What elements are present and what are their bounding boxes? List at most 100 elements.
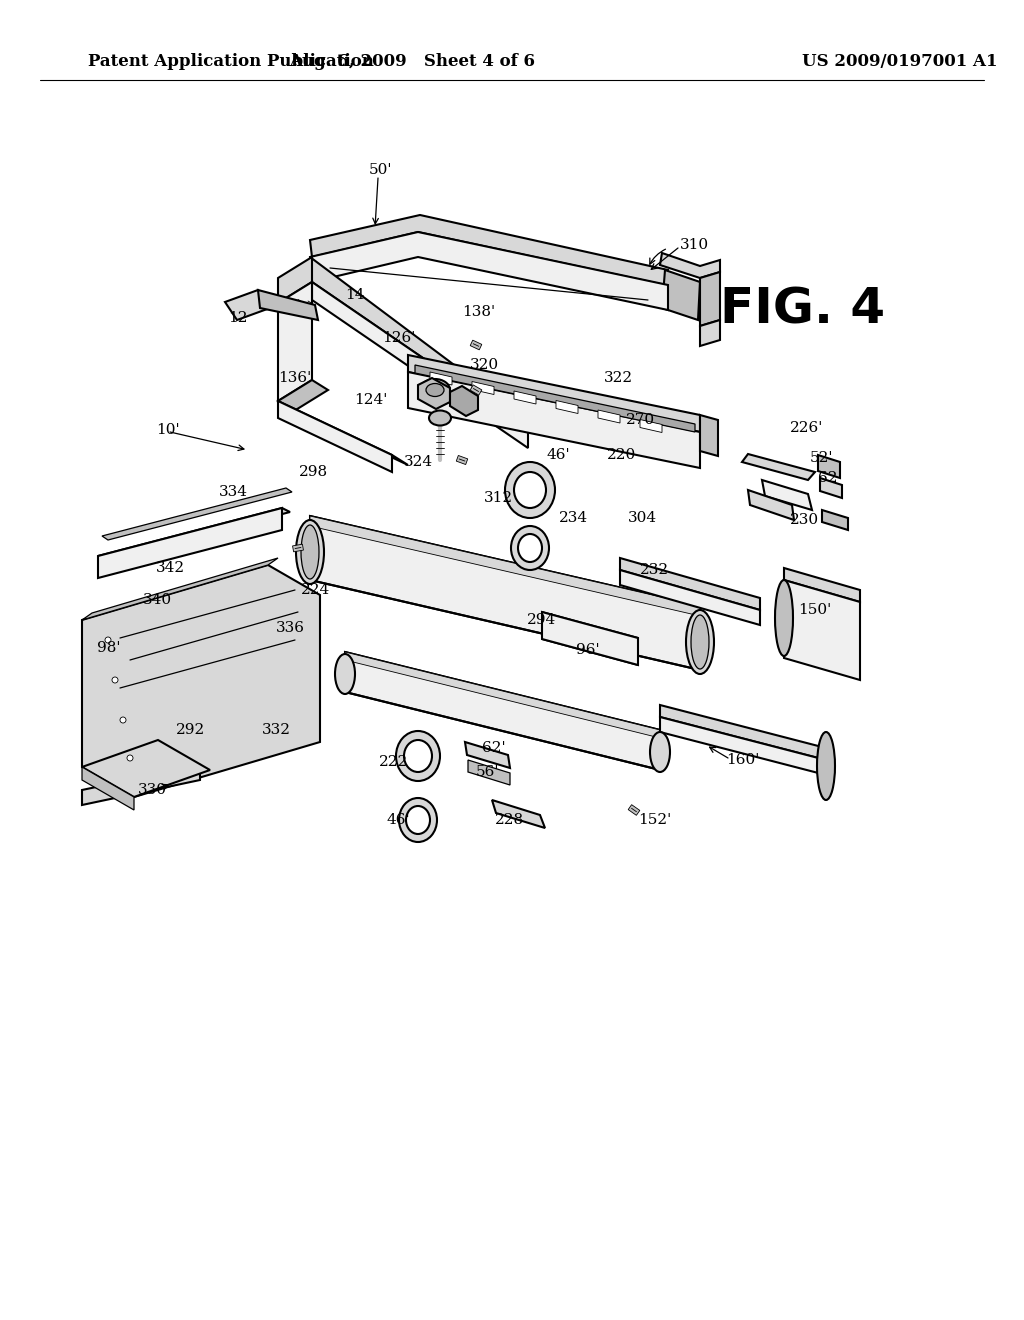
Polygon shape (660, 705, 826, 760)
Text: 10': 10' (157, 422, 180, 437)
Ellipse shape (514, 473, 546, 508)
Text: 150': 150' (798, 603, 831, 616)
Polygon shape (310, 516, 700, 616)
Ellipse shape (429, 411, 451, 425)
Polygon shape (620, 570, 760, 624)
Polygon shape (660, 253, 720, 279)
Polygon shape (82, 558, 278, 620)
Ellipse shape (420, 379, 450, 401)
Text: 96': 96' (575, 643, 600, 657)
Polygon shape (660, 717, 826, 775)
Polygon shape (700, 272, 720, 326)
Polygon shape (430, 372, 452, 385)
Polygon shape (662, 271, 700, 319)
Polygon shape (258, 290, 318, 319)
Polygon shape (82, 565, 319, 797)
Text: 50': 50' (369, 162, 392, 177)
Polygon shape (640, 420, 662, 433)
Text: Aug. 6, 2009   Sheet 4 of 6: Aug. 6, 2009 Sheet 4 of 6 (289, 54, 535, 70)
Text: 336: 336 (276, 620, 305, 635)
Text: 324: 324 (404, 455, 433, 469)
Polygon shape (408, 355, 700, 432)
Text: US 2009/0197001 A1: US 2009/0197001 A1 (802, 54, 997, 70)
Polygon shape (748, 490, 794, 520)
Polygon shape (784, 579, 860, 680)
Text: 14: 14 (345, 288, 365, 302)
Polygon shape (310, 232, 668, 310)
Text: 228: 228 (496, 813, 524, 828)
Text: 62': 62' (818, 471, 842, 484)
Polygon shape (457, 455, 468, 465)
Polygon shape (98, 508, 290, 560)
Ellipse shape (112, 677, 118, 682)
Ellipse shape (511, 525, 549, 570)
Text: 330: 330 (137, 783, 167, 797)
Ellipse shape (127, 755, 133, 762)
Ellipse shape (396, 731, 440, 781)
Polygon shape (784, 568, 860, 602)
Polygon shape (310, 215, 668, 285)
Text: 222: 222 (379, 755, 408, 770)
Text: 226': 226' (790, 421, 823, 436)
Text: 340: 340 (143, 593, 172, 607)
Text: 270: 270 (626, 413, 655, 426)
Text: 12: 12 (228, 312, 248, 325)
Text: 126': 126' (382, 331, 415, 345)
Polygon shape (818, 455, 840, 478)
Polygon shape (310, 257, 528, 430)
Polygon shape (82, 767, 134, 810)
Text: 52': 52' (810, 451, 834, 465)
Polygon shape (450, 385, 478, 416)
Polygon shape (542, 612, 638, 665)
Polygon shape (278, 257, 312, 304)
Text: 234: 234 (559, 511, 588, 525)
Text: 332: 332 (262, 723, 291, 737)
Polygon shape (278, 282, 312, 401)
Polygon shape (742, 454, 815, 480)
Text: 136': 136' (279, 371, 311, 385)
Text: 124': 124' (354, 393, 388, 407)
Ellipse shape (518, 535, 542, 562)
Text: 138': 138' (462, 305, 496, 319)
Ellipse shape (691, 615, 709, 669)
Polygon shape (556, 400, 578, 413)
Text: 46': 46' (386, 813, 410, 828)
Text: 98': 98' (96, 642, 120, 655)
Polygon shape (492, 800, 545, 828)
Polygon shape (98, 508, 282, 578)
Ellipse shape (406, 807, 430, 834)
Ellipse shape (650, 733, 670, 772)
Polygon shape (598, 411, 620, 422)
Polygon shape (418, 378, 450, 409)
Text: 298: 298 (299, 465, 328, 479)
Polygon shape (470, 385, 482, 395)
Polygon shape (822, 510, 848, 531)
Ellipse shape (505, 462, 555, 517)
Ellipse shape (426, 384, 444, 396)
Polygon shape (345, 652, 660, 770)
Text: 230: 230 (790, 513, 819, 527)
Polygon shape (514, 391, 536, 404)
Text: 224: 224 (301, 583, 330, 597)
Text: 320: 320 (470, 358, 499, 372)
Text: 62': 62' (482, 741, 506, 755)
Polygon shape (620, 558, 760, 610)
Polygon shape (312, 282, 528, 447)
Polygon shape (470, 341, 482, 350)
Polygon shape (408, 372, 700, 469)
Polygon shape (278, 401, 392, 473)
Ellipse shape (296, 520, 324, 583)
Text: 160': 160' (726, 752, 760, 767)
Text: Patent Application Publication: Patent Application Publication (88, 54, 374, 70)
Polygon shape (345, 652, 660, 738)
Ellipse shape (399, 799, 437, 842)
Text: 334: 334 (219, 484, 248, 499)
Text: 292: 292 (176, 723, 205, 737)
Ellipse shape (120, 717, 126, 723)
Ellipse shape (404, 741, 432, 772)
Polygon shape (472, 381, 494, 395)
Text: 304: 304 (628, 511, 657, 525)
Polygon shape (225, 290, 270, 319)
Text: 152': 152' (638, 813, 672, 828)
Text: 310: 310 (680, 238, 710, 252)
